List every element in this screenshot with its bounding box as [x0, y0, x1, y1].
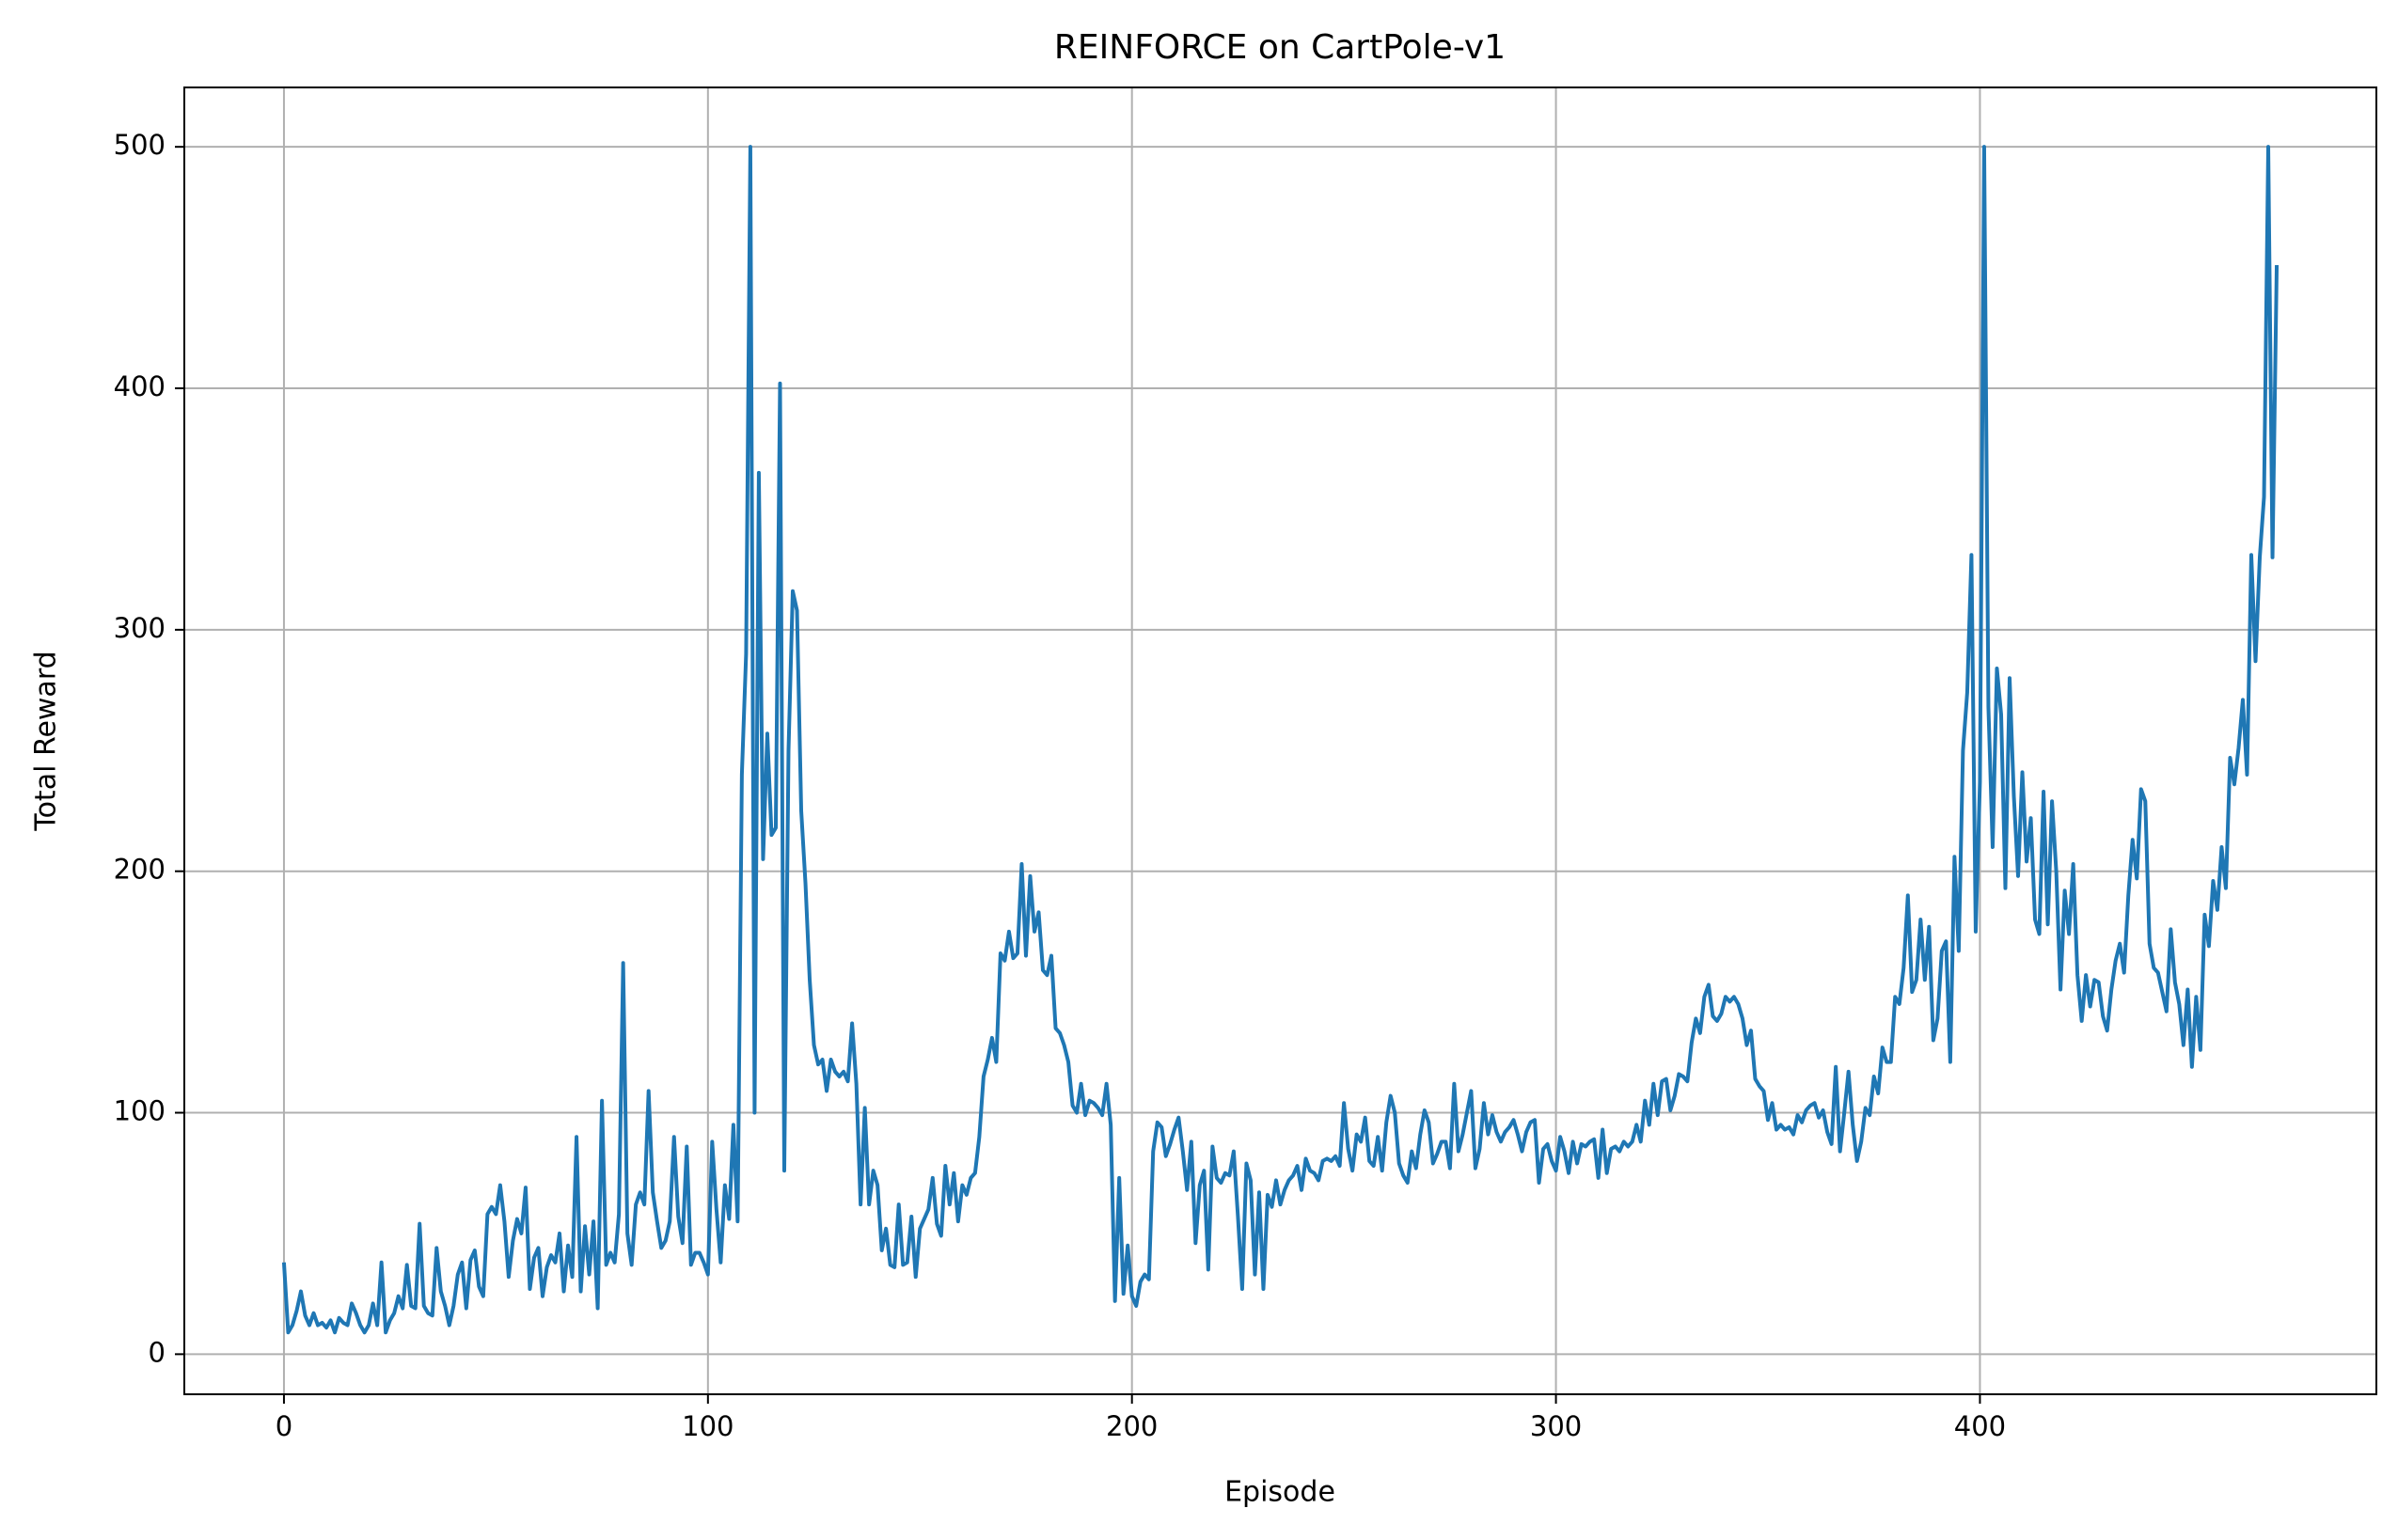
chart-title: REINFORCE on CartPole-v1 [1054, 28, 1506, 67]
x-tick-label: 300 [1530, 1410, 1582, 1442]
y-axis-label: Total Reward [30, 651, 63, 831]
x-tick-label: 400 [1954, 1410, 2006, 1442]
y-tick-label: 300 [114, 612, 166, 644]
x-tick-label: 100 [682, 1410, 734, 1442]
x-tick-label: 200 [1106, 1410, 1158, 1442]
x-axis-label: Episode [1224, 1476, 1335, 1509]
y-tick-label: 500 [114, 129, 166, 161]
y-tick-label: 200 [114, 854, 166, 886]
y-tick-label: 400 [114, 370, 166, 402]
y-tick-label: 0 [149, 1336, 166, 1368]
data-line [281, 145, 2280, 1335]
x-tick-label: 0 [276, 1410, 292, 1442]
y-tick-label: 100 [114, 1095, 166, 1127]
plot-frame [183, 86, 2377, 1395]
